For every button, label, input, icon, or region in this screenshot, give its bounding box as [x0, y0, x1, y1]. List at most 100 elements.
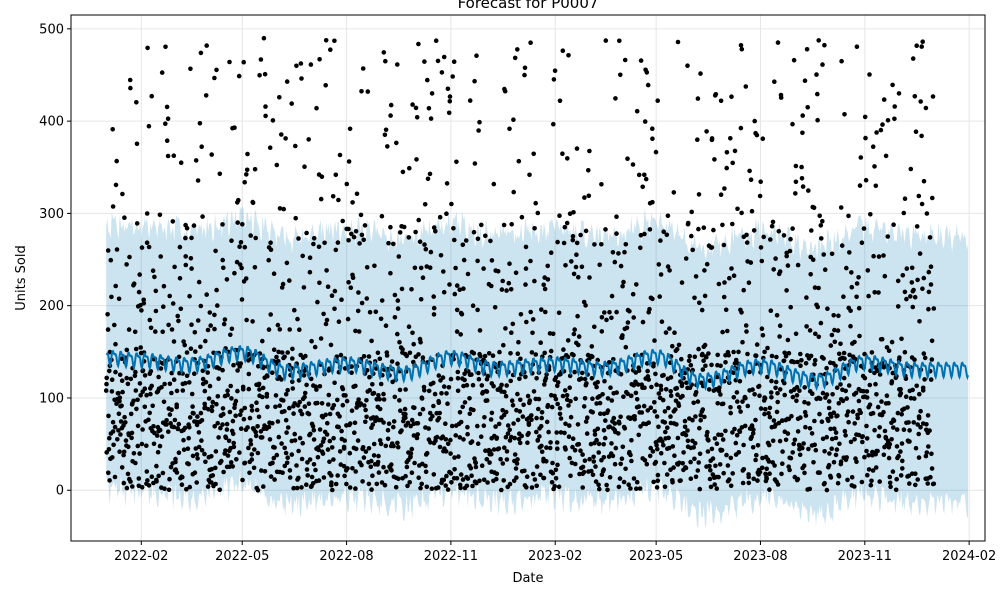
- observed-point: [392, 315, 398, 320]
- observed-point: [758, 245, 764, 250]
- observed-point: [614, 309, 619, 315]
- observed-point: [280, 470, 285, 476]
- observed-point: [654, 414, 660, 419]
- observed-point: [576, 441, 582, 447]
- observed-point: [824, 434, 829, 440]
- observed-point: [313, 467, 318, 473]
- observed-point: [446, 385, 452, 390]
- observed-point: [527, 400, 532, 406]
- observed-point: [768, 390, 774, 395]
- observed-point: [917, 251, 923, 256]
- observed-point: [444, 473, 449, 479]
- observed-point: [580, 464, 586, 470]
- observed-point: [397, 387, 403, 393]
- observed-point: [443, 449, 449, 454]
- observed-point: [232, 405, 237, 411]
- observed-point: [846, 383, 852, 388]
- observed-point: [113, 341, 118, 347]
- observed-point: [623, 242, 629, 247]
- x-axis: 2022-02 2022-05 2022-08 2022-11 2023-02 2023-…: [114, 541, 996, 564]
- observed-point: [120, 389, 125, 395]
- observed-point: [200, 368, 206, 374]
- observed-point: [402, 406, 408, 412]
- observed-point: [452, 291, 458, 297]
- observed-point: [836, 351, 842, 357]
- observed-point: [820, 436, 826, 442]
- observed-point: [364, 414, 369, 420]
- observed-point: [757, 393, 762, 399]
- observed-point: [414, 435, 420, 441]
- observed-point: [655, 478, 661, 484]
- observed-point: [867, 402, 873, 408]
- observed-point: [791, 57, 797, 63]
- observed-point: [468, 466, 474, 471]
- observed-point: [749, 208, 755, 214]
- observed-point: [436, 415, 442, 421]
- observed-point: [535, 210, 541, 216]
- observed-point: [620, 283, 625, 289]
- observed-point: [534, 464, 540, 469]
- observed-point: [745, 403, 751, 409]
- observed-point: [141, 301, 147, 306]
- observed-point: [457, 410, 463, 415]
- observed-point: [449, 480, 454, 485]
- observed-point: [400, 169, 406, 175]
- observed-point: [423, 469, 429, 475]
- observed-point: [656, 262, 662, 267]
- observed-point: [599, 182, 604, 187]
- observed-point: [378, 316, 384, 322]
- observed-point: [535, 437, 541, 443]
- observed-point: [697, 451, 703, 457]
- observed-point: [720, 437, 726, 442]
- observed-point: [736, 349, 741, 355]
- observed-point: [465, 431, 470, 437]
- observed-point: [822, 267, 828, 273]
- observed-point: [695, 96, 701, 101]
- observed-point: [921, 351, 927, 356]
- observed-point: [503, 326, 508, 331]
- observed-point: [818, 320, 824, 326]
- observed-point: [462, 400, 468, 405]
- observed-point: [918, 425, 923, 430]
- observed-point: [655, 472, 661, 478]
- observed-point: [809, 228, 814, 233]
- observed-point: [597, 400, 603, 406]
- observed-point: [720, 401, 726, 407]
- x-tick-label: 2023-02: [528, 549, 582, 564]
- observed-point: [699, 307, 705, 313]
- observed-point: [103, 388, 109, 393]
- observed-point: [180, 388, 186, 393]
- observed-point: [444, 211, 449, 216]
- observed-point: [133, 388, 139, 393]
- observed-point: [375, 350, 381, 356]
- observed-point: [307, 457, 313, 462]
- observed-point: [650, 126, 655, 131]
- observed-point: [239, 297, 245, 302]
- observed-point: [915, 422, 920, 427]
- observed-point: [447, 94, 453, 99]
- observed-point: [220, 257, 225, 263]
- observed-point: [336, 424, 342, 430]
- observed-point: [922, 355, 928, 361]
- observed-point: [131, 451, 137, 456]
- observed-point: [409, 470, 415, 476]
- observed-point: [619, 335, 625, 341]
- observed-point: [175, 426, 181, 432]
- observed-point: [321, 475, 327, 480]
- observed-point: [303, 353, 308, 359]
- observed-point: [804, 295, 809, 300]
- observed-point: [372, 263, 377, 269]
- observed-point: [757, 193, 763, 199]
- observed-point: [422, 242, 427, 247]
- observed-point: [676, 342, 682, 348]
- observed-point: [625, 320, 631, 325]
- observed-point: [758, 179, 763, 184]
- observed-point: [688, 362, 694, 368]
- observed-point: [642, 172, 647, 178]
- observed-point: [723, 360, 728, 365]
- observed-point: [844, 412, 850, 418]
- observed-point: [508, 378, 513, 384]
- observed-point: [919, 44, 924, 49]
- observed-point: [117, 395, 123, 401]
- observed-point: [458, 332, 464, 337]
